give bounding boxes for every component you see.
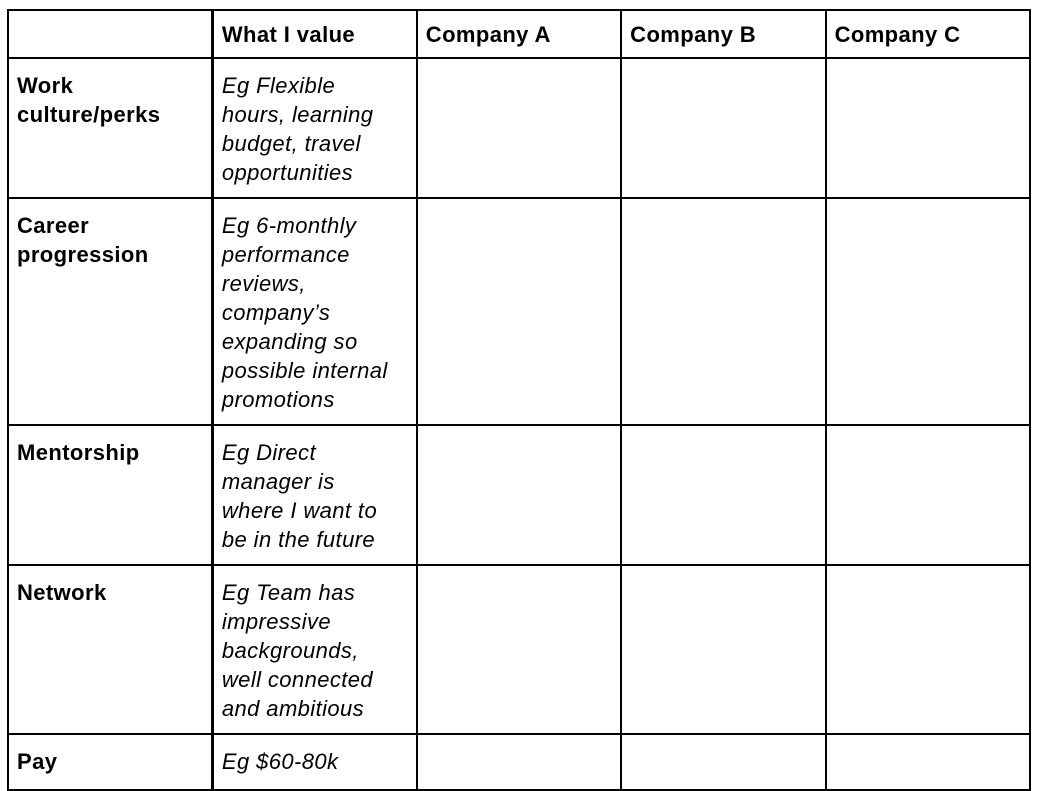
row-label-network: Network (6, 564, 214, 735)
table-row-career-progression: Career progression Eg 6-monthly performa… (6, 197, 1032, 426)
cell-career-progression-company-a[interactable] (415, 197, 623, 426)
header-company-c: Company C (824, 9, 1032, 59)
example-career-progression: Eg 6-monthly performance reviews, compan… (211, 197, 418, 426)
corner-header-cell (6, 9, 214, 59)
cell-network-company-a[interactable] (415, 564, 623, 735)
example-network: Eg Team has impressive backgrounds, well… (211, 564, 418, 735)
cell-work-culture-perks-company-b[interactable] (620, 57, 827, 199)
header-row: What I value Company A Company B Company… (6, 9, 1032, 59)
row-label-work-culture-perks: Work culture/perks (6, 57, 214, 199)
cell-mentorship-company-c[interactable] (824, 424, 1032, 566)
example-work-culture-perks: Eg Flexible hours, learning budget, trav… (211, 57, 418, 199)
example-mentorship: Eg Direct manager is where I want to be … (211, 424, 418, 566)
cell-mentorship-company-a[interactable] (415, 424, 623, 566)
cell-pay-company-b[interactable] (620, 733, 827, 791)
table-row-network: Network Eg Team has impressive backgroun… (6, 564, 1032, 735)
cell-work-culture-perks-company-c[interactable] (824, 57, 1032, 199)
table-row-work-culture-perks: Work culture/perks Eg Flexible hours, le… (6, 57, 1032, 199)
cell-network-company-c[interactable] (824, 564, 1032, 735)
cell-pay-company-c[interactable] (824, 733, 1032, 791)
cell-mentorship-company-b[interactable] (620, 424, 827, 566)
row-label-mentorship: Mentorship (6, 424, 214, 566)
company-comparison-table: What I value Company A Company B Company… (6, 9, 1032, 791)
example-pay: Eg $60-80k (211, 733, 418, 791)
header-company-b: Company B (620, 9, 827, 59)
cell-network-company-b[interactable] (620, 564, 827, 735)
cell-career-progression-company-b[interactable] (620, 197, 827, 426)
row-label-pay: Pay (6, 733, 214, 791)
cell-career-progression-company-c[interactable] (824, 197, 1032, 426)
table-row-pay: Pay Eg $60-80k (6, 733, 1032, 791)
row-label-career-progression: Career progression (6, 197, 214, 426)
header-company-a: Company A (415, 9, 623, 59)
table-row-mentorship: Mentorship Eg Direct manager is where I … (6, 424, 1032, 566)
cell-pay-company-a[interactable] (415, 733, 623, 791)
header-what-i-value: What I value (211, 9, 418, 59)
cell-work-culture-perks-company-a[interactable] (415, 57, 623, 199)
